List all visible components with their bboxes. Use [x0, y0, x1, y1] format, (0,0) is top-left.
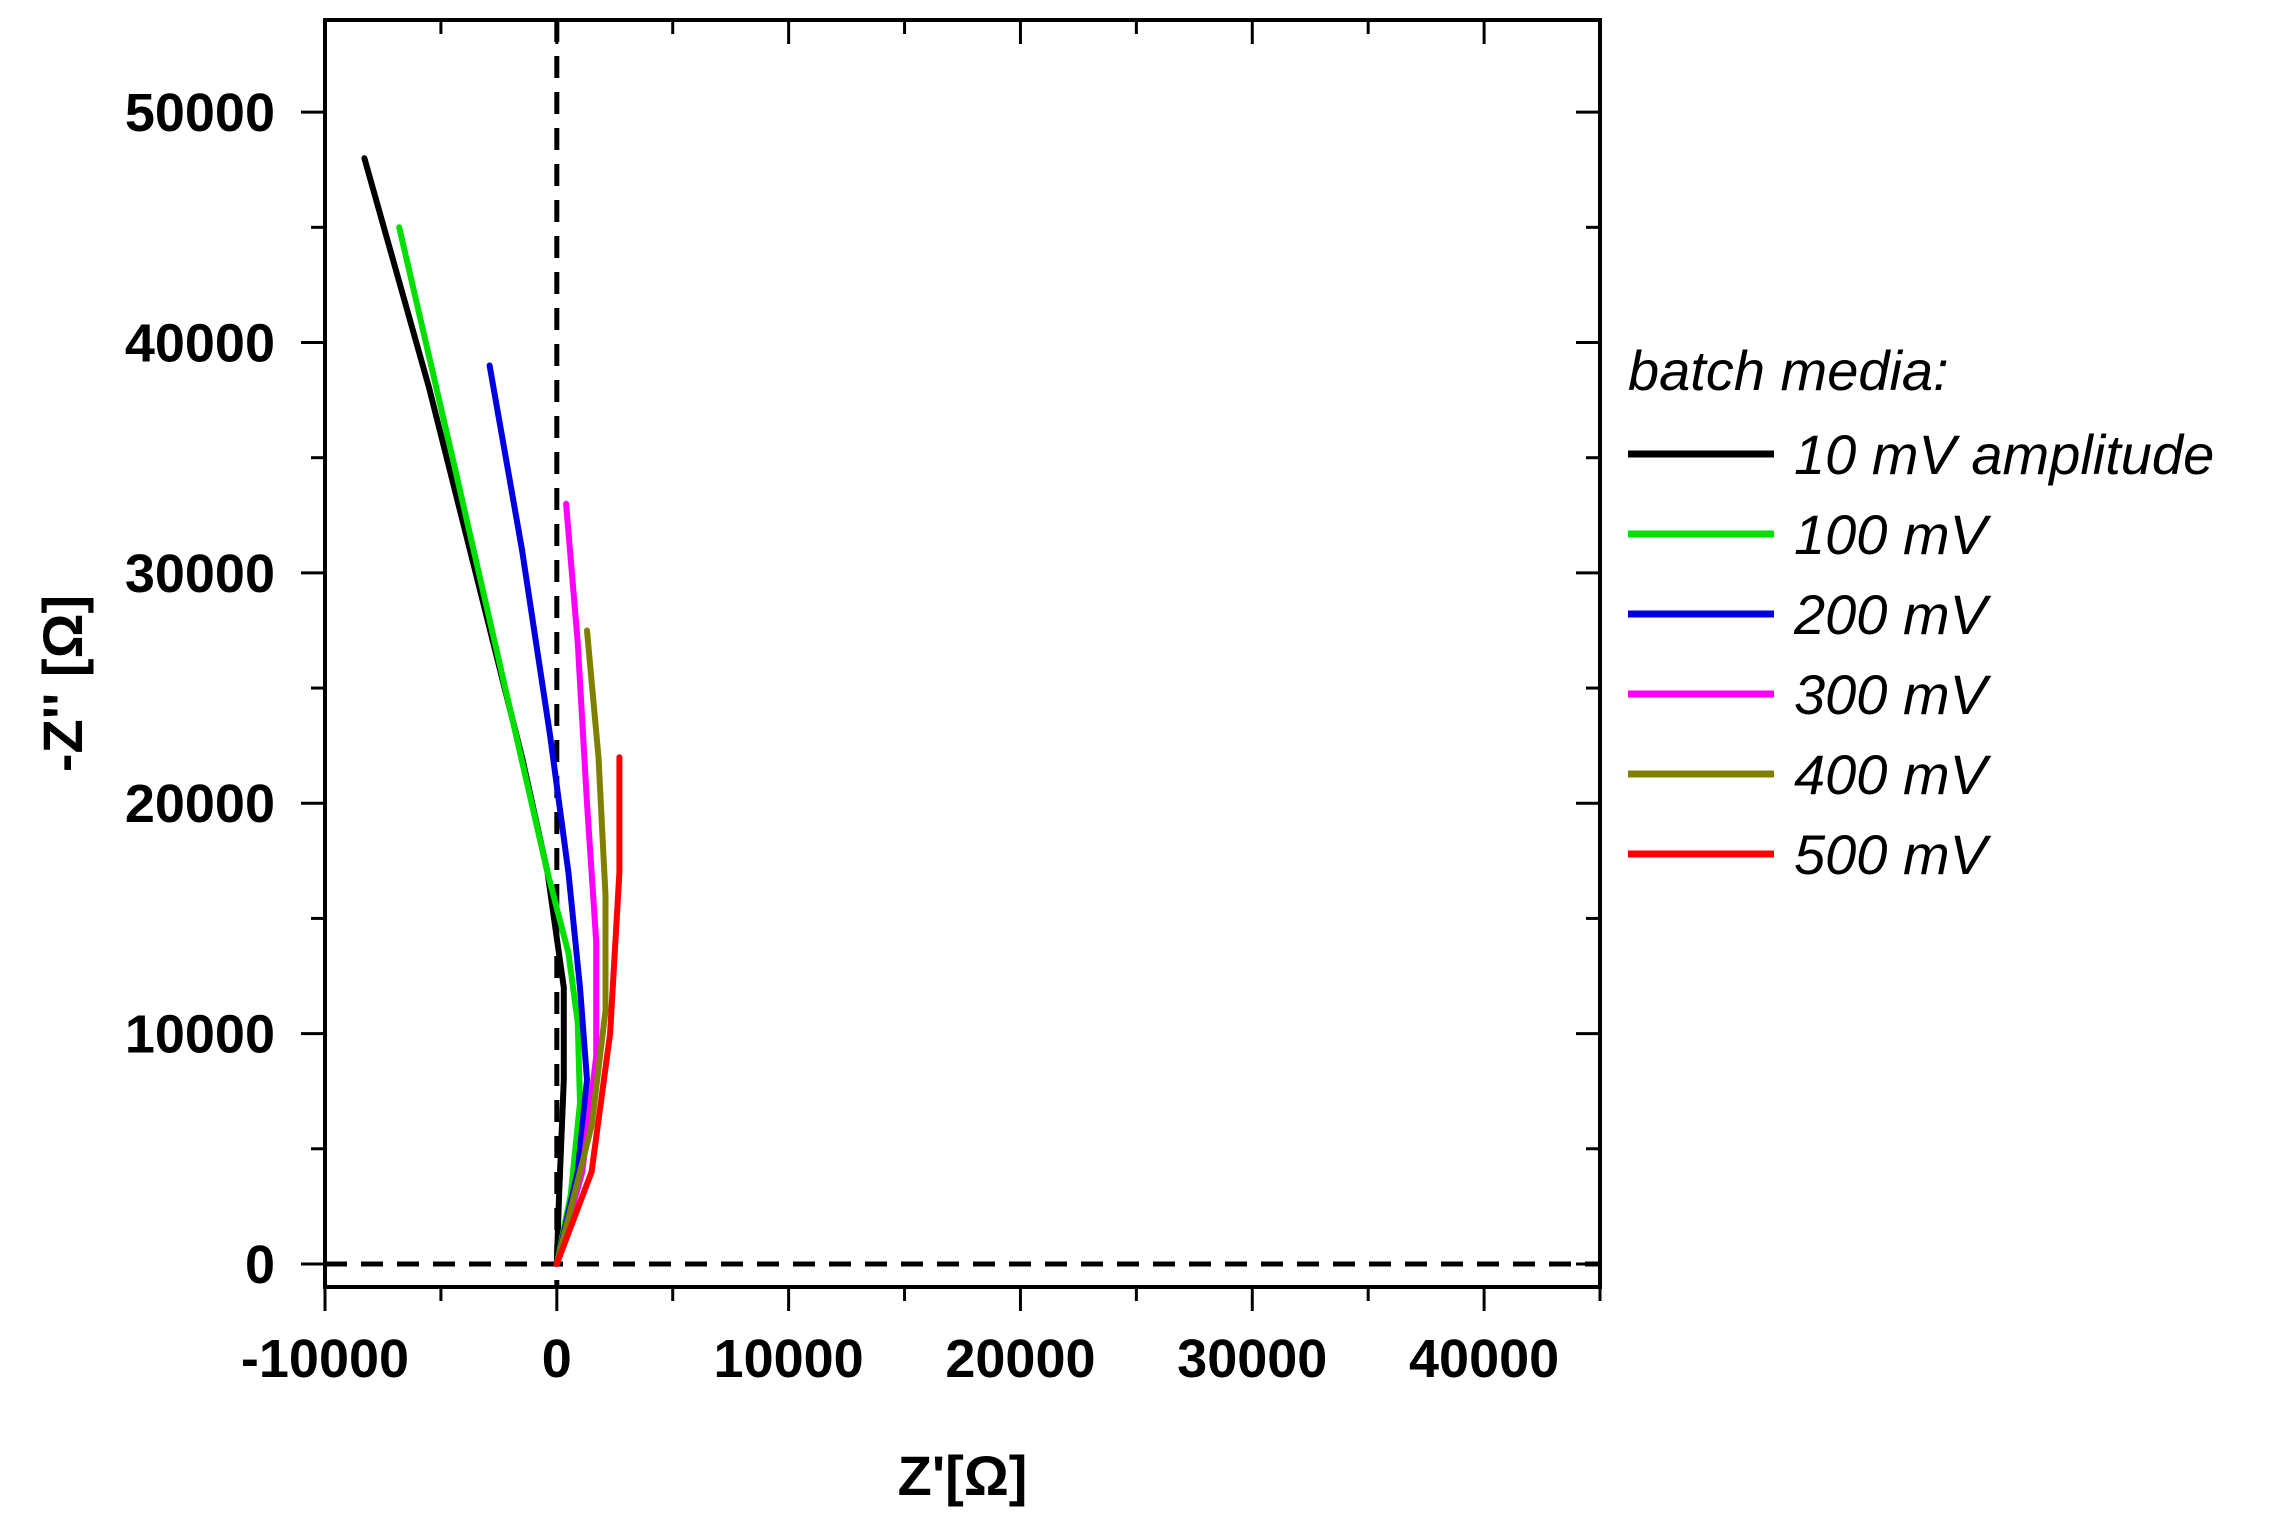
x-tick-label: -10000	[241, 1329, 409, 1389]
x-tick-label: 0	[542, 1329, 572, 1389]
x-tick-label: 20000	[945, 1329, 1095, 1389]
series-line-10-mv-amplitude	[361, 155, 567, 1267]
y-axis-title: -Z'' [Ω]	[31, 595, 94, 772]
legend-label: 10 mV amplitude	[1794, 423, 2214, 486]
legend-label: 500 mV	[1794, 823, 1992, 886]
y-tick-label: 10000	[125, 1005, 275, 1065]
series-line-100-mv	[396, 224, 583, 1267]
y-tick-label: 40000	[125, 314, 275, 374]
legend-title: batch media:	[1628, 339, 1949, 402]
legend-label: 100 mV	[1794, 503, 1992, 566]
x-tick-label: 30000	[1177, 1329, 1327, 1389]
legend-label: 200 mV	[1793, 583, 1992, 646]
plot-frame	[323, 18, 1602, 1289]
legend-label: 400 mV	[1794, 743, 1992, 806]
x-axis-title: Z'[Ω]	[898, 1444, 1028, 1507]
legend-label: 300 mV	[1794, 663, 1992, 726]
y-tick-label: 20000	[125, 774, 275, 834]
axes-layer: -10000 0 10000 20000 30000 40000 0 10000 20000 30…	[31, 18, 1602, 1507]
y-tick-label: 50000	[125, 83, 275, 143]
series-line-500-mv	[553, 754, 623, 1267]
legend: batch media: 10 mV amplitude 100 mV 200 mV 3…	[1628, 339, 2214, 886]
y-tick-label: 0	[245, 1235, 275, 1295]
x-tick-label: 40000	[1409, 1329, 1559, 1389]
y-tick-label: 30000	[125, 544, 275, 604]
series-line-200-mv	[486, 362, 590, 1267]
x-tick-label: 10000	[714, 1329, 864, 1389]
series-line-400-mv	[553, 627, 609, 1267]
series-layer	[361, 155, 623, 1267]
